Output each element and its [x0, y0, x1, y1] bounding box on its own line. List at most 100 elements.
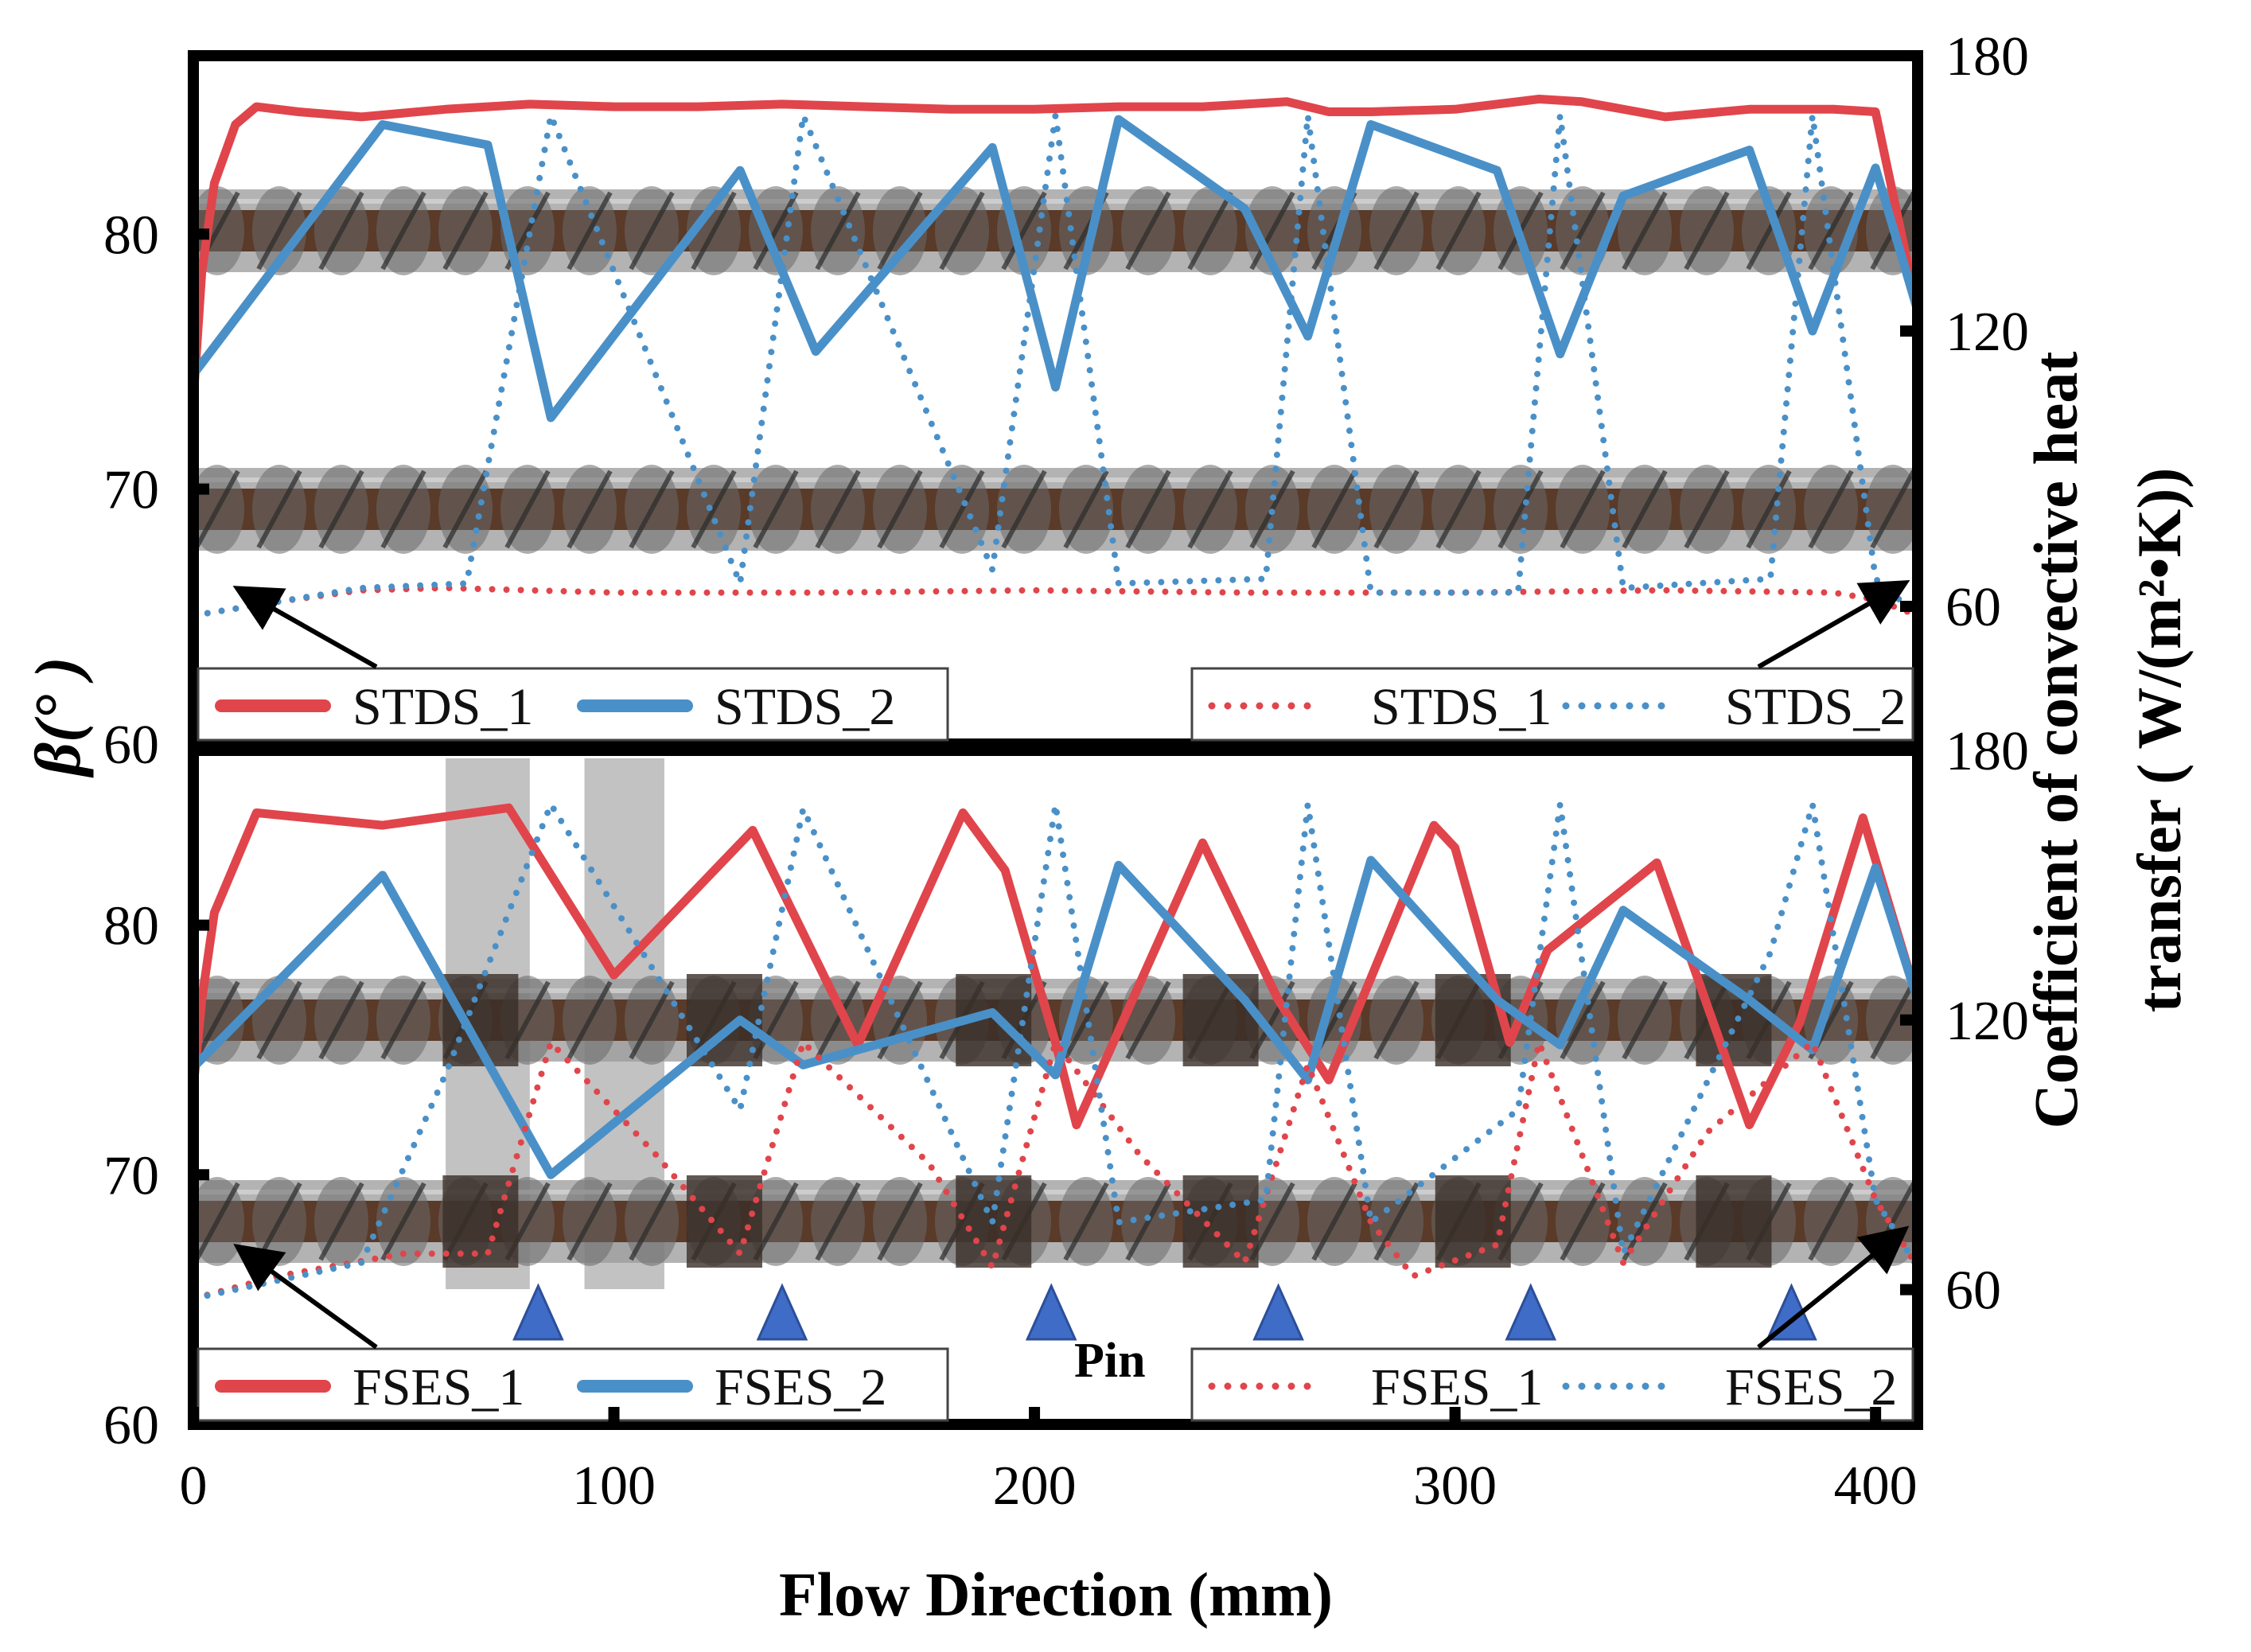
screw-flight-edge	[1746, 191, 1792, 271]
screw-flight-edge	[1001, 191, 1047, 271]
screw-flight-edge	[1808, 191, 1854, 271]
screw-flight-edge	[1187, 469, 1233, 549]
stds-legend-left-label-2: STDS_2	[715, 678, 895, 736]
chart-marks	[189, 95, 1922, 1341]
stds-plot-frame	[188, 50, 1923, 750]
screw-flight-edge	[1746, 469, 1792, 549]
screw-flight-edge	[256, 980, 302, 1060]
stds-legend-right-label-1: STDS_1	[1371, 678, 1552, 736]
pin-label: Pin	[1074, 1334, 1146, 1388]
fses-series-fses-2-left-solid	[189, 855, 1922, 1179]
screw-flight-edge	[380, 1182, 426, 1261]
screw-flight-edge	[1063, 980, 1109, 1060]
fses-series-fses-1-right-dotted	[190, 1039, 1921, 1302]
x-axis-title: Flow Direction (mm)	[779, 1560, 1333, 1629]
screw-flight-edge	[629, 191, 675, 271]
x-tick-label-200: 200	[993, 1455, 1077, 1517]
screw-flight-edge	[877, 1182, 923, 1261]
stds-series-stds-1-right-dotted	[190, 584, 1921, 619]
stds-left-tick-label-80: 80	[103, 205, 159, 266]
chart-text: Flow Direction (mm) β(° ) Coefficient of…	[21, 26, 2194, 1629]
pin-marker-5	[1505, 1283, 1557, 1341]
fses-right-tick-label-180: 180	[1945, 721, 2029, 782]
fses-legend-right	[1190, 1347, 1914, 1422]
screw-flight-edge	[753, 469, 799, 549]
screw-flight-edge	[567, 469, 613, 549]
fses-right-tick-label-60: 60	[1945, 1260, 2001, 1322]
screw-flight-edge	[442, 469, 489, 549]
stds-right-tick-label-180: 180	[1945, 26, 2029, 88]
screw-flight-edge	[1808, 469, 1854, 549]
fses-screw-1	[190, 974, 1920, 1066]
mixing-element-4	[1182, 1175, 1259, 1268]
stds-screw-2	[190, 465, 1920, 554]
stds-series-stds-2-left-solid	[189, 115, 1922, 423]
y-axis-right-title-line-1: Coefficient of convective heat	[2021, 352, 2090, 1129]
stds-right-tick-label-120: 120	[1945, 302, 2029, 363]
screw-highlight	[193, 1190, 1914, 1194]
screw-flight-edge	[1125, 980, 1171, 1060]
mixing-element-1	[442, 1175, 519, 1268]
screw-flight-edge	[380, 191, 426, 271]
screw-flight-edge	[1684, 469, 1730, 549]
screw-flight-edge	[194, 469, 240, 549]
x-tick-label-0: 0	[180, 1455, 208, 1517]
pin-marker-4	[1252, 1283, 1304, 1341]
stds-legend-right-label-2: STDS_2	[1725, 678, 1906, 736]
mixing-element-5	[1435, 1175, 1511, 1268]
screw-flight-edge	[1373, 1182, 1420, 1261]
stds-legend-right	[1190, 667, 1914, 742]
fses-arrow-left	[233, 1243, 378, 1350]
plot-frames	[188, 50, 1923, 1430]
screw-flight-edge	[629, 1182, 675, 1261]
x-tick-label-400: 400	[1834, 1455, 1918, 1517]
screw-flight-edge	[877, 469, 923, 549]
fses-series-fses-1-left-solid	[189, 803, 1922, 1130]
screw-illustrations	[190, 186, 1920, 1289]
stds-legend-left-label-1: STDS_1	[352, 678, 533, 736]
pin-marker-2	[756, 1283, 808, 1341]
x-tick-label-100: 100	[572, 1455, 656, 1517]
screw-flight-edge	[1125, 469, 1171, 549]
screw-flight-edge	[1622, 469, 1668, 549]
screw-highlight	[193, 988, 1914, 993]
screw-flight-edge	[1063, 1182, 1109, 1261]
screw-flight-edge	[1373, 191, 1420, 271]
screw-flight-edge	[1311, 1182, 1357, 1261]
screw-flight-edge	[939, 191, 985, 271]
screw-flight-edge	[194, 980, 240, 1060]
screw-flight-edge	[1560, 469, 1606, 549]
screw-flight-edge	[380, 980, 426, 1060]
screw-flight-edge	[1560, 191, 1606, 271]
screw-flight-edge	[629, 469, 675, 549]
y-axis-right-title-line-2: transfer ( W/(m²•K))	[2124, 468, 2194, 1013]
screw-flight-edge	[629, 980, 675, 1060]
screw-flight-edge	[815, 469, 861, 549]
screw-flight-edge	[753, 191, 799, 271]
screw-flight-edge	[1684, 191, 1730, 271]
fses-legend-left-label-2: FSES_2	[715, 1358, 886, 1416]
stds-left-tick-label-70: 70	[103, 460, 159, 521]
screw-flight-edge	[256, 191, 302, 271]
fses-plot-frame	[188, 745, 1923, 1430]
screw-flight-edge	[1001, 469, 1047, 549]
screw-flight-edge	[380, 469, 426, 549]
screw-flight-edge	[1125, 191, 1171, 271]
screw-flight-edge	[691, 469, 737, 549]
screw-flight-edge	[567, 1182, 613, 1261]
fses-left-tick-label-80: 80	[103, 896, 159, 957]
pin-marker-3	[1025, 1283, 1077, 1341]
fses-series-fses-2-right-dotted	[190, 801, 1921, 1302]
stds-right-tick-label-60: 60	[1945, 577, 2001, 638]
screw-flight-edge	[504, 469, 551, 549]
fses-legend-right-label-1: FSES_1	[1371, 1358, 1543, 1416]
screw-flight-edge	[1373, 980, 1420, 1060]
fses-legend-left-label-1: FSES_1	[352, 1358, 524, 1416]
fses-legend-right-label-2: FSES_2	[1725, 1358, 1897, 1416]
pin-marker-1	[512, 1283, 564, 1341]
screw-flight-edge	[1560, 980, 1606, 1060]
screw-flight-edge	[815, 1182, 861, 1261]
stds-arrow-right	[1757, 580, 1910, 669]
screw-flight-edge	[567, 191, 613, 271]
